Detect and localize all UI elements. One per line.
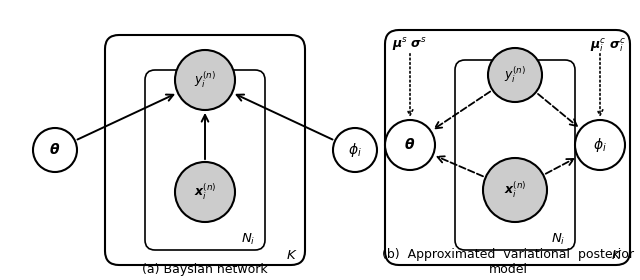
Text: $\phi_i$: $\phi_i$ xyxy=(593,136,607,154)
Text: (a) Baysian network: (a) Baysian network xyxy=(142,263,268,276)
Circle shape xyxy=(575,120,625,170)
Text: $\boldsymbol{\mu}^s$ $\boldsymbol{\sigma}^s$: $\boldsymbol{\mu}^s$ $\boldsymbol{\sigma… xyxy=(392,36,427,53)
FancyBboxPatch shape xyxy=(105,35,305,265)
Circle shape xyxy=(333,128,377,172)
Text: (b)  Approximated  variational  posterior
model: (b) Approximated variational posterior m… xyxy=(382,248,634,276)
Circle shape xyxy=(175,162,235,222)
Circle shape xyxy=(33,128,77,172)
Text: $y_i^{(n)}$: $y_i^{(n)}$ xyxy=(504,65,526,85)
FancyBboxPatch shape xyxy=(145,70,265,250)
Circle shape xyxy=(175,50,235,110)
Text: $K$: $K$ xyxy=(287,249,298,262)
Circle shape xyxy=(385,120,435,170)
Text: $\boldsymbol{\mu}_i^c$ $\boldsymbol{\sigma}_i^c$: $\boldsymbol{\mu}_i^c$ $\boldsymbol{\sig… xyxy=(590,36,626,54)
Circle shape xyxy=(483,158,547,222)
Text: $\boldsymbol{x}_i^{(n)}$: $\boldsymbol{x}_i^{(n)}$ xyxy=(504,180,526,200)
Text: $K$: $K$ xyxy=(611,249,623,262)
Text: $\boldsymbol{\theta}$: $\boldsymbol{\theta}$ xyxy=(404,137,415,153)
FancyBboxPatch shape xyxy=(385,30,630,265)
Text: $\phi_i$: $\phi_i$ xyxy=(348,141,362,159)
Text: $N_i$: $N_i$ xyxy=(550,232,565,247)
Text: $N_i$: $N_i$ xyxy=(241,232,255,247)
Circle shape xyxy=(488,48,542,102)
Text: $\boldsymbol{\theta}$: $\boldsymbol{\theta}$ xyxy=(49,143,61,157)
FancyBboxPatch shape xyxy=(455,60,575,250)
Text: $\boldsymbol{x}_i^{(n)}$: $\boldsymbol{x}_i^{(n)}$ xyxy=(194,182,216,202)
Text: $y_i^{(n)}$: $y_i^{(n)}$ xyxy=(194,70,216,90)
